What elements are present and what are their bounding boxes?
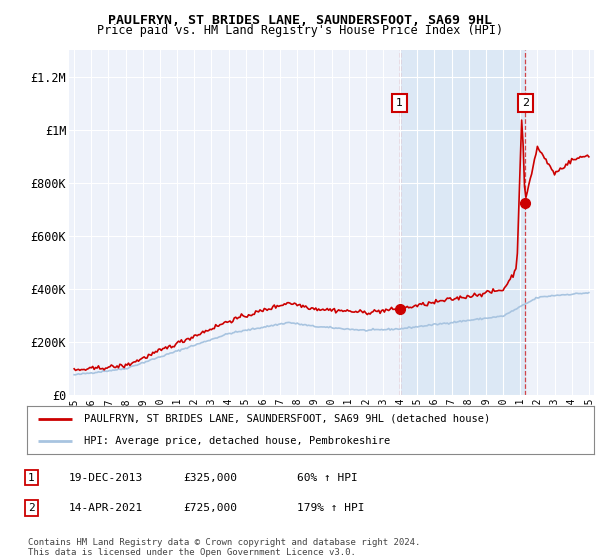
Bar xyxy=(400,50,525,395)
Text: HPI: Average price, detached house, Pembrokeshire: HPI: Average price, detached house, Pemb… xyxy=(84,436,390,446)
Text: 14-APR-2021: 14-APR-2021 xyxy=(69,503,143,513)
Text: £325,000: £325,000 xyxy=(183,473,237,483)
Text: 2: 2 xyxy=(28,503,35,513)
Text: Contains HM Land Registry data © Crown copyright and database right 2024.
This d: Contains HM Land Registry data © Crown c… xyxy=(28,538,421,557)
Text: 60% ↑ HPI: 60% ↑ HPI xyxy=(297,473,358,483)
Text: 179% ↑ HPI: 179% ↑ HPI xyxy=(297,503,365,513)
Text: 19-DEC-2013: 19-DEC-2013 xyxy=(69,473,143,483)
Text: £725,000: £725,000 xyxy=(183,503,237,513)
Text: 1: 1 xyxy=(396,99,403,109)
Text: Price paid vs. HM Land Registry's House Price Index (HPI): Price paid vs. HM Land Registry's House … xyxy=(97,24,503,37)
Text: 1: 1 xyxy=(28,473,35,483)
Text: PAULFRYN, ST BRIDES LANE, SAUNDERSFOOT, SA69 9HL (detached house): PAULFRYN, ST BRIDES LANE, SAUNDERSFOOT, … xyxy=(84,414,490,424)
Text: 2: 2 xyxy=(521,99,529,109)
Text: PAULFRYN, ST BRIDES LANE, SAUNDERSFOOT, SA69 9HL: PAULFRYN, ST BRIDES LANE, SAUNDERSFOOT, … xyxy=(108,14,492,27)
